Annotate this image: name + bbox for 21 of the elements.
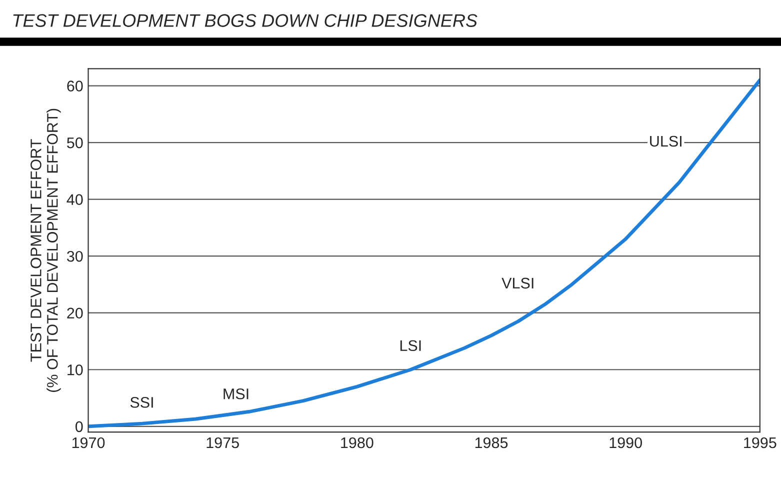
y-tick-label: 20 [67,308,83,319]
x-tick-label: 1995 [744,437,776,448]
y-tick-label: 50 [67,137,83,148]
x-tick-label: 1990 [610,437,642,448]
y-tick-label: 30 [66,250,83,262]
y-axis-title: TEST DEVELOPMENT EFFORT (% OF TOTAL DEVELOPMENT EFFORT) [30,108,61,392]
annotation: SSI [130,396,153,408]
x-tick-label: 1970 [72,437,105,448]
annotation: ULSI [650,136,682,147]
chart-title: TEST DEVELOPMENT BOGS DOWN CHIP DESIGNERS [13,14,478,27]
x-tick-label: 1980 [341,437,374,448]
y-tick-label: 10 [68,364,83,376]
annotation: MSI [224,388,248,400]
annotation: LSI [400,340,421,352]
x-tick-label: 1975 [206,437,239,448]
line-series [88,78,760,428]
y-tick-label: 0 [75,421,83,432]
x-tick-label: 1985 [475,437,508,448]
annotation: VLSI [502,278,534,289]
y-tick-label: 60 [67,80,83,92]
y-tick-label: 40 [66,194,83,205]
